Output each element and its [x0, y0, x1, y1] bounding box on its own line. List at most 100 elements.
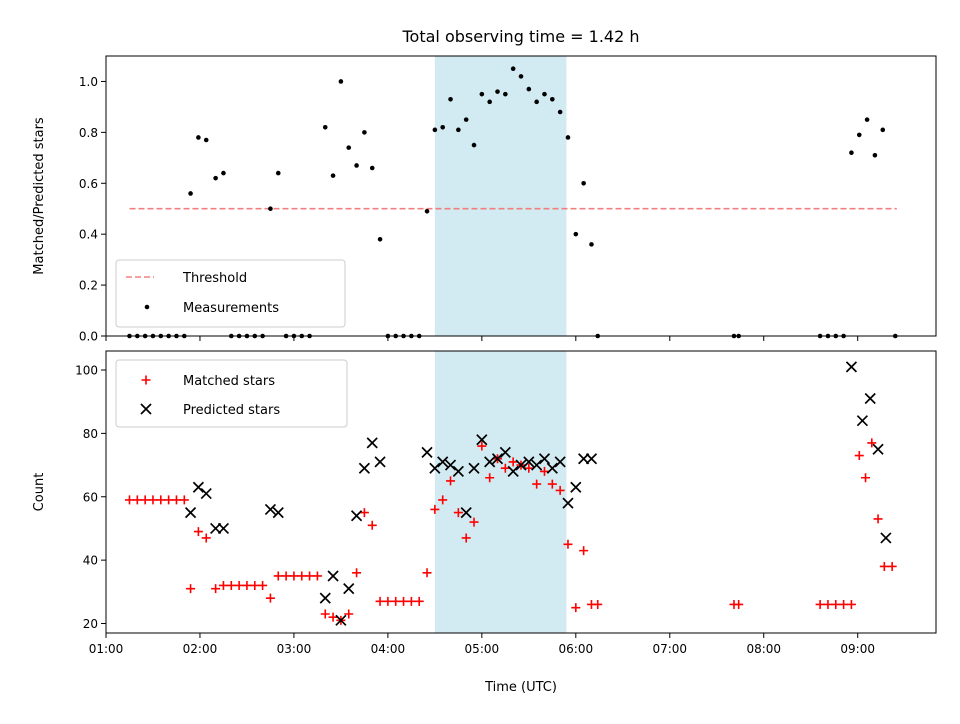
matched-point — [359, 508, 369, 518]
measurement-point — [518, 74, 524, 79]
measurement-point — [440, 124, 445, 130]
measurement-point — [463, 117, 469, 122]
legend-box — [115, 359, 348, 428]
x-tick-label: 02:00 — [183, 642, 218, 656]
measurement-point — [362, 130, 367, 135]
legend-predicted-swatch — [140, 403, 152, 415]
matched-point — [132, 495, 142, 505]
measurement-point — [581, 180, 586, 186]
x-axis-label: Time (UTC) — [484, 680, 557, 695]
matched-point — [250, 580, 260, 590]
matched-point — [579, 546, 589, 556]
y-tick-label: 1.0 — [79, 75, 98, 89]
matched-point — [734, 599, 744, 609]
axes-frame — [105, 350, 937, 634]
matched-point — [312, 571, 322, 581]
predicted-point — [515, 459, 527, 471]
y-tick-label: 0.0 — [79, 330, 98, 344]
matched-point — [171, 495, 181, 505]
x-tick-label: 06:00 — [559, 642, 594, 656]
matched-point — [485, 473, 495, 483]
measurement-point — [471, 142, 477, 148]
matched-point — [887, 561, 897, 571]
measurement-point — [487, 99, 492, 105]
matched-point — [461, 533, 471, 543]
predicted-point — [476, 434, 488, 446]
measurement-point — [565, 135, 571, 140]
predicted-point — [343, 583, 355, 595]
predicted-point — [538, 453, 551, 465]
legend-predicted-label: Predicted stars — [183, 403, 280, 418]
matched-point — [391, 596, 401, 606]
matched-point — [156, 495, 166, 505]
predicted-point — [562, 497, 574, 509]
legend-measurement-label: Measurements — [183, 301, 279, 316]
x-tick-label: 08:00 — [746, 642, 781, 656]
measurement-point — [369, 165, 375, 171]
legend-threshold-label: Threshold — [182, 271, 247, 286]
predicted-point — [374, 456, 386, 468]
predicted-point — [272, 506, 284, 519]
matched-point — [414, 596, 424, 606]
chart-title: Total observing time = 1.42 h — [401, 27, 639, 46]
x-tick-label: 04:00 — [371, 642, 406, 656]
predicted-point — [217, 522, 230, 535]
measurement-point — [424, 208, 430, 214]
x-tick-label: 07:00 — [652, 642, 687, 656]
matched-point — [242, 580, 252, 590]
matched-point — [508, 457, 518, 467]
predicted-point — [444, 459, 457, 471]
measurement-point — [849, 150, 854, 156]
matched-point — [438, 495, 448, 505]
matched-point — [344, 609, 354, 619]
matched-point — [265, 593, 275, 603]
predicted-point — [856, 415, 868, 427]
measurement-point — [354, 163, 359, 168]
x-tick-label: 01:00 — [89, 642, 124, 656]
matched-point — [367, 520, 377, 530]
matched-point — [879, 561, 889, 571]
matched-point — [500, 463, 510, 473]
legend-matched-swatch — [141, 375, 151, 385]
measurement-point — [203, 137, 209, 143]
matched-point — [218, 580, 228, 590]
measurement-point — [510, 66, 516, 72]
matched-point — [140, 495, 150, 505]
matched-point — [873, 514, 883, 524]
x-tick-label: 09:00 — [840, 642, 875, 656]
measurement-point — [542, 91, 547, 97]
predicted-point — [585, 453, 598, 465]
x-tick-label: 05:00 — [465, 642, 500, 656]
legend-measurement-swatch — [144, 304, 150, 310]
measurement-point — [589, 242, 594, 247]
measurement-point — [377, 236, 383, 242]
measurement-point — [346, 145, 352, 150]
matched-point — [815, 599, 825, 609]
measurement-point — [534, 99, 539, 105]
matched-point — [211, 584, 221, 594]
predicted-point — [452, 465, 464, 478]
matched-point — [532, 479, 542, 489]
matched-point — [179, 495, 189, 505]
measurement-point — [213, 175, 218, 181]
matched-point — [281, 571, 291, 581]
matched-point — [273, 571, 283, 581]
measurement-point — [495, 89, 500, 94]
y-tick-label: 40 — [83, 554, 98, 568]
highlight-band — [434, 56, 567, 336]
matched-point — [446, 476, 456, 486]
measurement-point — [479, 91, 485, 97]
matched-point — [430, 504, 440, 514]
predicted-point — [531, 459, 543, 471]
matched-point — [320, 609, 330, 619]
matched-point — [539, 466, 549, 476]
measurement-point — [503, 91, 508, 97]
predicted-point — [319, 592, 331, 604]
matched-point — [258, 580, 268, 590]
matched-point — [831, 599, 841, 609]
legend-box — [115, 259, 346, 328]
measurement-point — [188, 191, 193, 196]
matched-point — [328, 612, 338, 622]
matched-point — [846, 599, 856, 609]
